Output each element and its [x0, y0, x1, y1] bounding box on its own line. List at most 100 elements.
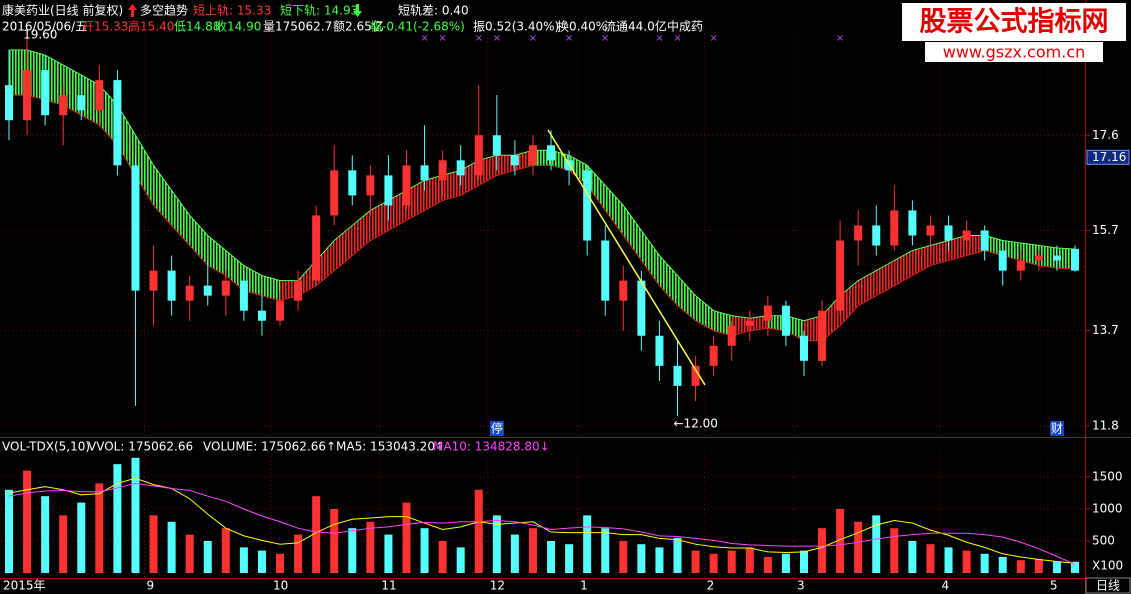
y-tick-label: 1000: [1092, 501, 1123, 515]
trend-ribbon: [822, 295, 841, 341]
volume-bar: [655, 547, 664, 573]
rail-diff-label: 短轨差: 0.40: [398, 4, 469, 18]
candle-body: [294, 280, 303, 301]
volume-bar: [908, 540, 917, 573]
candle-body: [474, 135, 483, 176]
trend-ribbon: [677, 275, 696, 321]
trend-ribbon: [225, 250, 244, 291]
volume-bar: [384, 534, 393, 573]
volume-bar: [239, 547, 248, 573]
timeframe-label[interactable]: 日线: [1096, 579, 1120, 593]
volume-bar: [366, 521, 375, 573]
watermark-box: [902, 3, 1126, 41]
volume-bar: [185, 534, 194, 573]
candle-body: [312, 215, 321, 281]
trend-ribbon: [9, 50, 28, 96]
trend-ribbon: [785, 315, 804, 341]
volume-bar: [565, 544, 574, 573]
trend-ribbon: [749, 315, 768, 331]
trend-ribbon: [514, 150, 533, 171]
candle-body: [167, 270, 176, 301]
volume-bar: [854, 521, 863, 573]
volume-bar: [836, 508, 845, 573]
stock-name: 康美药业(日线 前复权): [2, 3, 123, 18]
volume-bar: [619, 540, 628, 573]
volume-bar: [312, 496, 321, 573]
candle-body: [257, 310, 266, 321]
trend-ribbon: [803, 315, 823, 341]
timeframe-tab[interactable]: [1085, 577, 1131, 594]
trend-ribbon: [63, 65, 82, 116]
candle-body: [438, 160, 447, 181]
candle-body: [77, 95, 86, 111]
y-tick-label: 1500: [1092, 469, 1123, 483]
volume-bar: [745, 547, 754, 573]
volume-bar: [673, 537, 682, 573]
volume-bar: [583, 515, 592, 573]
trend-ribbon: [587, 165, 606, 211]
trend-ribbon: [460, 160, 479, 196]
volume-bar: [257, 550, 266, 573]
candle-body: [890, 210, 899, 246]
candle-body: [95, 80, 104, 111]
up-arrow-icon: [128, 4, 137, 17]
candle-body: [637, 280, 646, 336]
volume-bar: [691, 550, 700, 573]
volume-bar: [637, 544, 646, 573]
volume-bar: [113, 464, 122, 573]
candle-body: [276, 300, 285, 321]
trend-ribbon: [189, 215, 208, 266]
trend-ribbon: [695, 295, 714, 331]
x-tick-label: 4: [941, 579, 949, 593]
down-arrow-icon: [353, 4, 362, 17]
candle-body: [41, 70, 50, 116]
candle-body: [691, 365, 700, 386]
volume-bar: [1016, 560, 1025, 573]
ma-line: [8, 482, 1076, 565]
volume-bar: [818, 528, 827, 573]
legend-entry: MA5: 153043.20↑: [336, 440, 445, 454]
candle-body: [709, 345, 718, 366]
legend-entry: MA10: 134828.80↓: [433, 440, 550, 454]
x-tick-label: 10: [273, 579, 288, 593]
trend-line: [547, 129, 706, 386]
volume-bar: [456, 547, 465, 573]
candle-body: [330, 170, 339, 216]
trend-ribbon: [298, 260, 317, 296]
rail-line: [9, 94, 1076, 342]
quote-field: 流通44.0亿: [604, 19, 667, 34]
event-marker: ×: [493, 33, 501, 44]
candle-body: [1052, 255, 1061, 261]
candle-body: [980, 230, 989, 251]
trend-ribbon: [27, 50, 46, 101]
volume-bar: [1034, 558, 1043, 573]
volume-bar: [5, 489, 13, 573]
x-tick-label: 11: [381, 579, 396, 593]
volume-bar: [799, 550, 808, 573]
candle-body: [420, 165, 429, 181]
candle-body: [601, 240, 610, 301]
volume-bar: [221, 528, 230, 573]
candle-body: [673, 365, 682, 386]
trend-ribbon: [641, 230, 660, 286]
price-panel: [0, 30, 1085, 437]
candle-body: [113, 80, 122, 166]
x-tick-label: 1: [580, 579, 588, 593]
volume-bar: [547, 540, 556, 573]
event-marker: ×: [673, 33, 681, 44]
trend-ribbon: [81, 75, 100, 126]
trend-ribbon: [840, 280, 859, 326]
volume-bar: [420, 528, 429, 573]
trend-ribbon: [966, 235, 985, 256]
price-annotation: 19.60: [23, 28, 57, 42]
last-price-label: 17.16: [1092, 150, 1126, 164]
candle-body: [5, 85, 13, 121]
trend-ribbon: [623, 205, 642, 261]
candle-body: [131, 165, 140, 291]
trend-ribbon: [45, 55, 64, 106]
legend-entry: VOLUME: 175062.66↑: [203, 440, 336, 454]
candle-body: [59, 95, 68, 116]
candle-body: [727, 325, 736, 346]
y-tick-label: 17.6: [1092, 128, 1119, 142]
